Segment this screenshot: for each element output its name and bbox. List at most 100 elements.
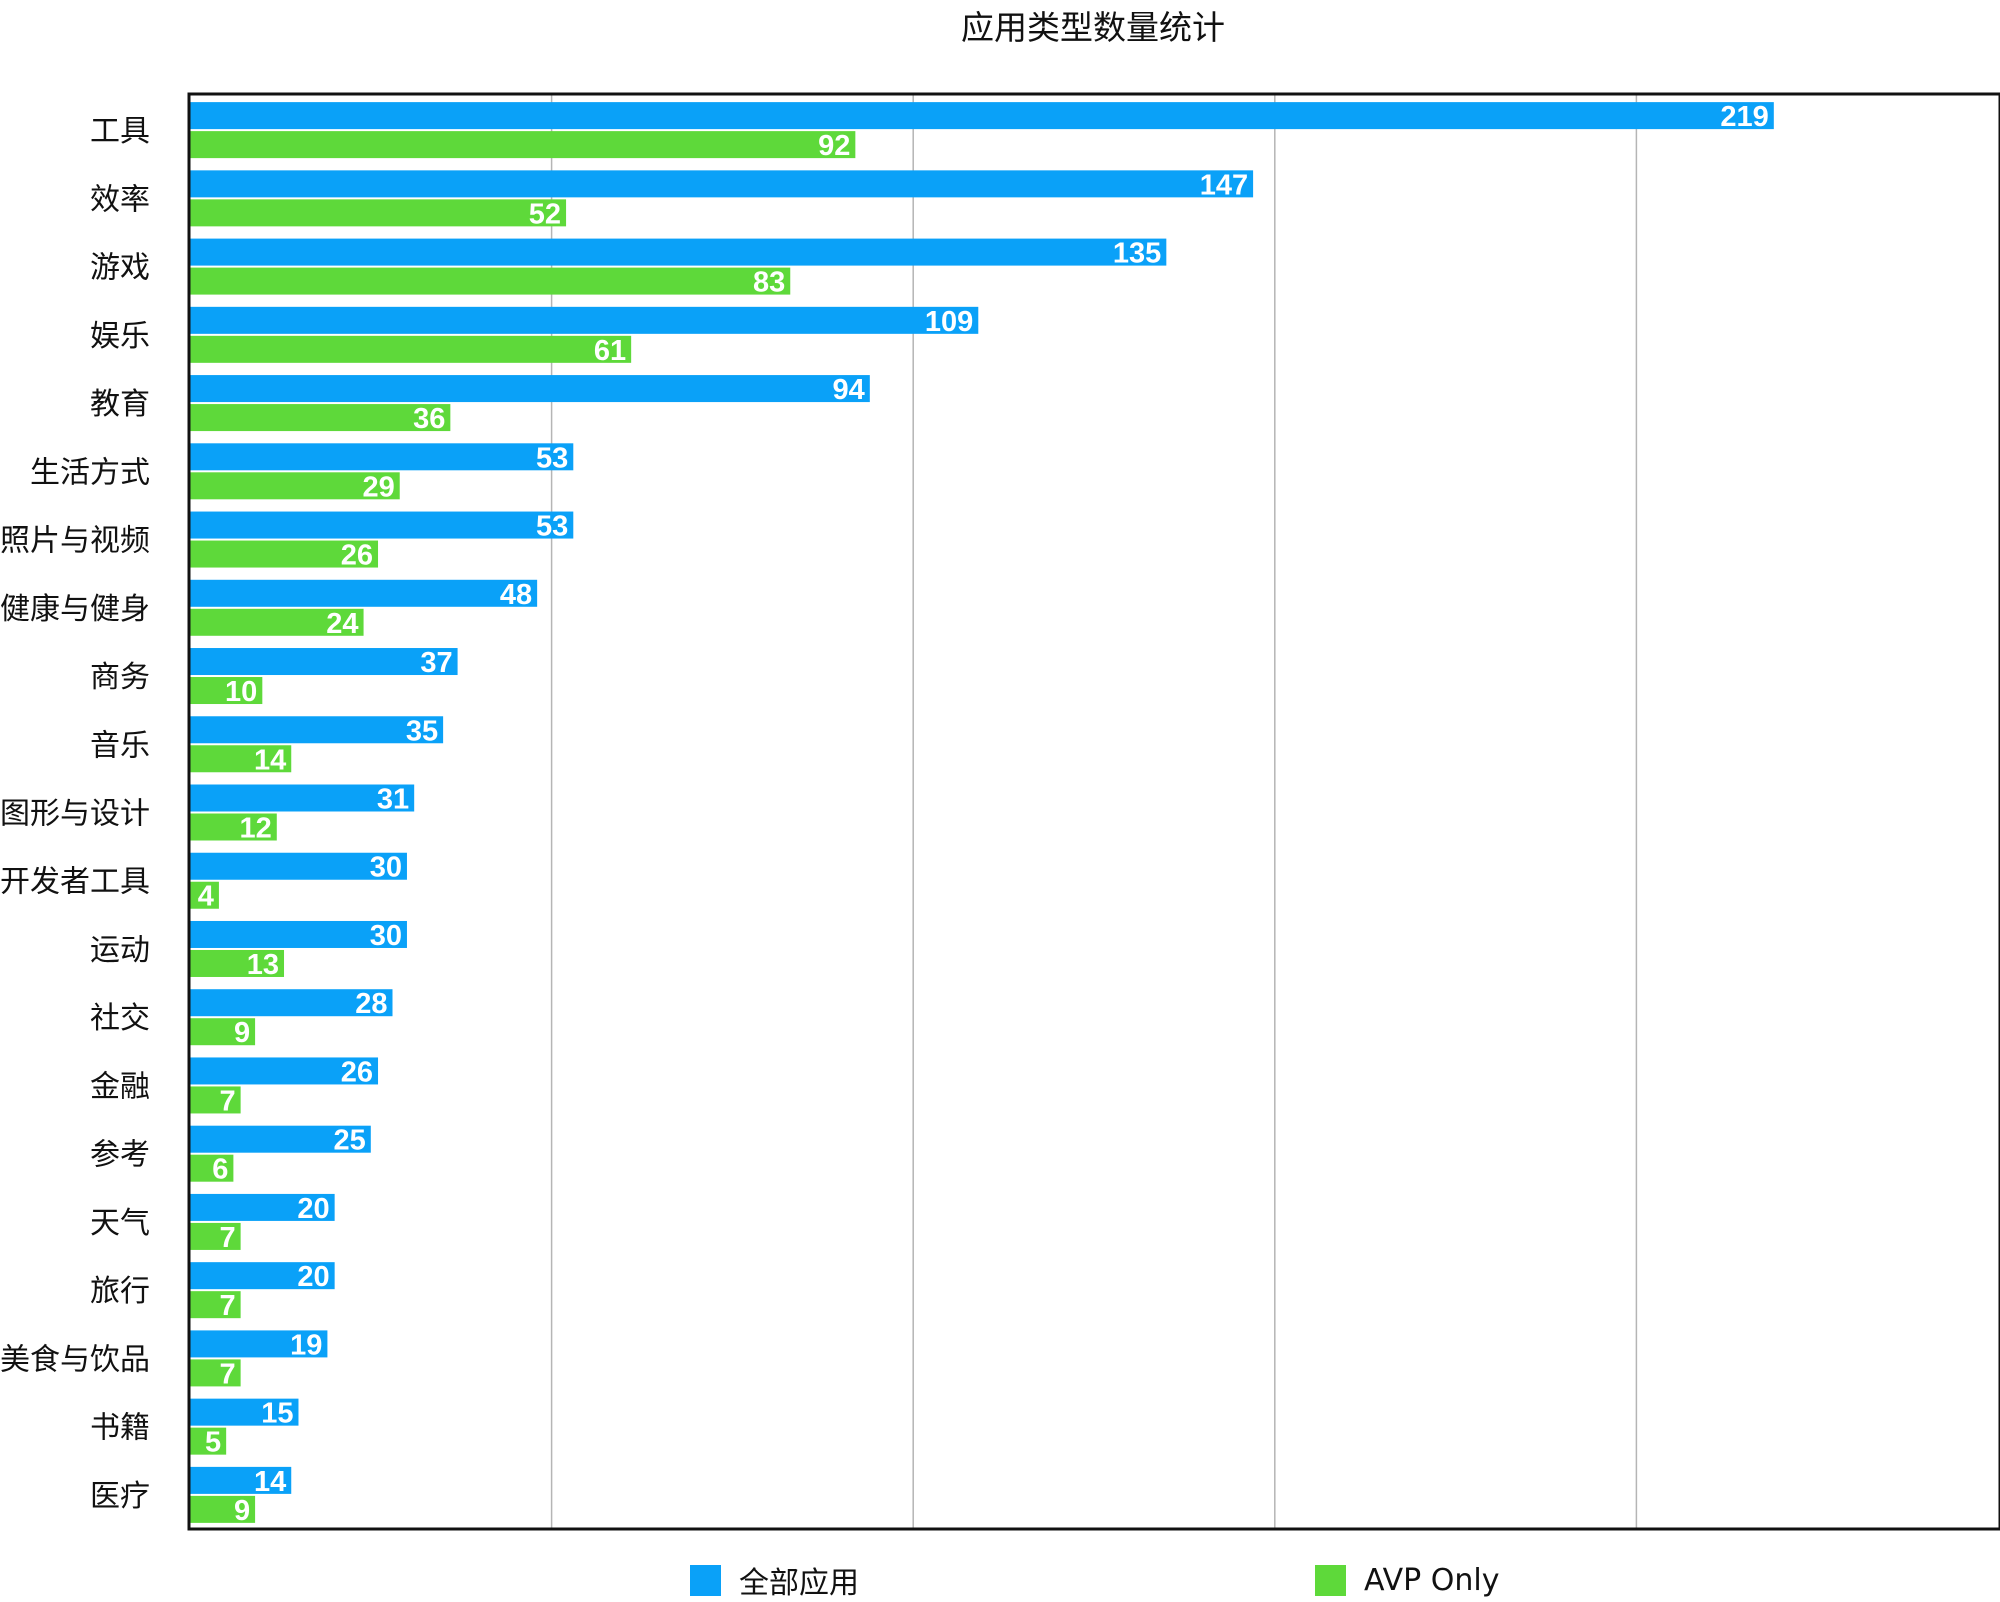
bar-value-label: 9 <box>234 1017 250 1049</box>
bar-value-label: 53 <box>536 511 568 543</box>
bar-value-label: 24 <box>326 608 358 640</box>
bar-value-label: 52 <box>529 198 561 230</box>
bar-value-label: 147 <box>1200 169 1248 201</box>
category-label: 美食与饮品 <box>0 1342 150 1377</box>
bar-value-label: 15 <box>261 1398 293 1430</box>
legend-swatch-all-apps <box>690 1564 721 1596</box>
bar-avp-only <box>190 1495 256 1523</box>
bar-all-apps <box>190 1125 371 1153</box>
bar-value-label: 7 <box>219 1222 235 1254</box>
bar-avp-only <box>190 745 292 773</box>
category-label: 工具 <box>90 114 150 149</box>
bar-avp-only <box>190 335 632 363</box>
bar-value-label: 7 <box>219 1085 235 1117</box>
legend-label-avp-only: AVP Only <box>1364 1562 1500 1598</box>
bar-value-label: 20 <box>297 1193 329 1225</box>
category-label: 参考 <box>90 1138 150 1173</box>
category-label: 运动 <box>90 933 150 968</box>
bar-all-apps <box>190 306 979 334</box>
bar-avp-only <box>190 267 791 295</box>
category-label: 游戏 <box>90 251 150 286</box>
bar-value-label: 19 <box>290 1329 322 1361</box>
bar-all-apps <box>190 579 538 607</box>
bar-all-apps <box>190 1193 335 1221</box>
bar-value-label: 5 <box>205 1427 221 1459</box>
bar-avp-only <box>190 1222 241 1250</box>
bar-value-label: 109 <box>925 306 973 338</box>
bar-value-label: 7 <box>219 1290 235 1322</box>
bar-avp-only <box>190 1086 241 1114</box>
bar-value-label: 9 <box>234 1495 250 1527</box>
bar-value-label: 35 <box>406 715 438 747</box>
bar-value-label: 14 <box>254 1466 286 1498</box>
bar-avp-only <box>190 881 219 909</box>
bar-all-apps <box>190 375 870 403</box>
bar-all-apps <box>190 920 407 948</box>
bar-all-apps <box>190 1466 292 1494</box>
bar-value-label: 37 <box>420 647 452 679</box>
bar-avp-only <box>190 1359 241 1387</box>
category-label: 教育 <box>90 387 150 422</box>
bar-value-label: 6 <box>212 1154 228 1186</box>
category-label: 娱乐 <box>90 319 150 354</box>
bar-value-label: 61 <box>594 335 626 367</box>
bar-all-apps <box>190 1057 379 1085</box>
legend-label-all-apps: 全部应用 <box>739 1566 859 1601</box>
bar-all-apps <box>190 852 407 880</box>
bar-value-label: 31 <box>377 784 409 816</box>
bar-value-label: 14 <box>254 744 286 776</box>
bar-value-label: 48 <box>500 579 532 611</box>
category-label: 商务 <box>90 660 150 695</box>
category-label: 开发者工具 <box>0 865 150 900</box>
legend-item-avp-only: AVP Only <box>1315 1562 1499 1598</box>
bar-all-apps <box>190 511 574 539</box>
category-label: 金融 <box>90 1069 150 1104</box>
bar-value-label: 28 <box>355 988 387 1020</box>
bar-value-label: 135 <box>1113 238 1161 270</box>
bar-avp-only <box>190 1018 256 1046</box>
bar-value-label: 36 <box>413 403 445 435</box>
bar-avp-only <box>190 813 277 841</box>
bar-avp-only <box>190 131 856 159</box>
plot-frame <box>187 92 2000 1531</box>
category-label: 社交 <box>90 1001 150 1036</box>
bar-avp-only <box>190 677 263 705</box>
bar-value-label: 12 <box>240 813 272 845</box>
bar-value-label: 83 <box>753 267 785 299</box>
bar-avp-only <box>190 949 285 977</box>
bar-value-label: 53 <box>536 442 568 474</box>
bar-value-label: 30 <box>370 852 402 884</box>
bar-value-label: 26 <box>341 540 373 572</box>
category-label: 健康与健身 <box>0 592 150 627</box>
bar-avp-only <box>190 404 451 432</box>
bar-all-apps <box>190 989 393 1017</box>
bar-all-apps <box>190 1262 335 1290</box>
category-labels: 工具效率游戏娱乐教育生活方式照片与视频健康与健身商务音乐图形与设计开发者工具运动… <box>0 114 150 1514</box>
bar-value-label: 13 <box>247 949 279 981</box>
bar-avp-only <box>190 472 400 500</box>
category-label: 图形与设计 <box>0 797 150 832</box>
bar-avp-only <box>190 1291 241 1319</box>
bar-value-label: 30 <box>370 920 402 952</box>
bar-value-label: 25 <box>334 1125 366 1157</box>
bar-all-apps <box>190 784 415 812</box>
category-label: 旅行 <box>90 1274 150 1309</box>
bar-value-label: 219 <box>1720 101 1768 133</box>
category-label: 医疗 <box>90 1479 150 1514</box>
bar-value-label: 29 <box>362 471 394 503</box>
category-label: 效率 <box>90 182 150 217</box>
bar-all-apps <box>190 648 458 676</box>
bar-avp-only <box>190 608 364 636</box>
bar-all-apps <box>190 1398 299 1426</box>
bar-avp-only <box>190 1154 234 1182</box>
bar-all-apps <box>190 170 1254 198</box>
bar-all-apps <box>190 1330 328 1358</box>
category-label: 天气 <box>90 1206 150 1241</box>
category-label: 照片与视频 <box>0 524 150 559</box>
legend-swatch-avp-only <box>1315 1564 1346 1596</box>
bar-value-label: 10 <box>225 676 257 708</box>
bar-value-label: 92 <box>818 130 850 162</box>
bar-all-apps <box>190 238 1167 266</box>
